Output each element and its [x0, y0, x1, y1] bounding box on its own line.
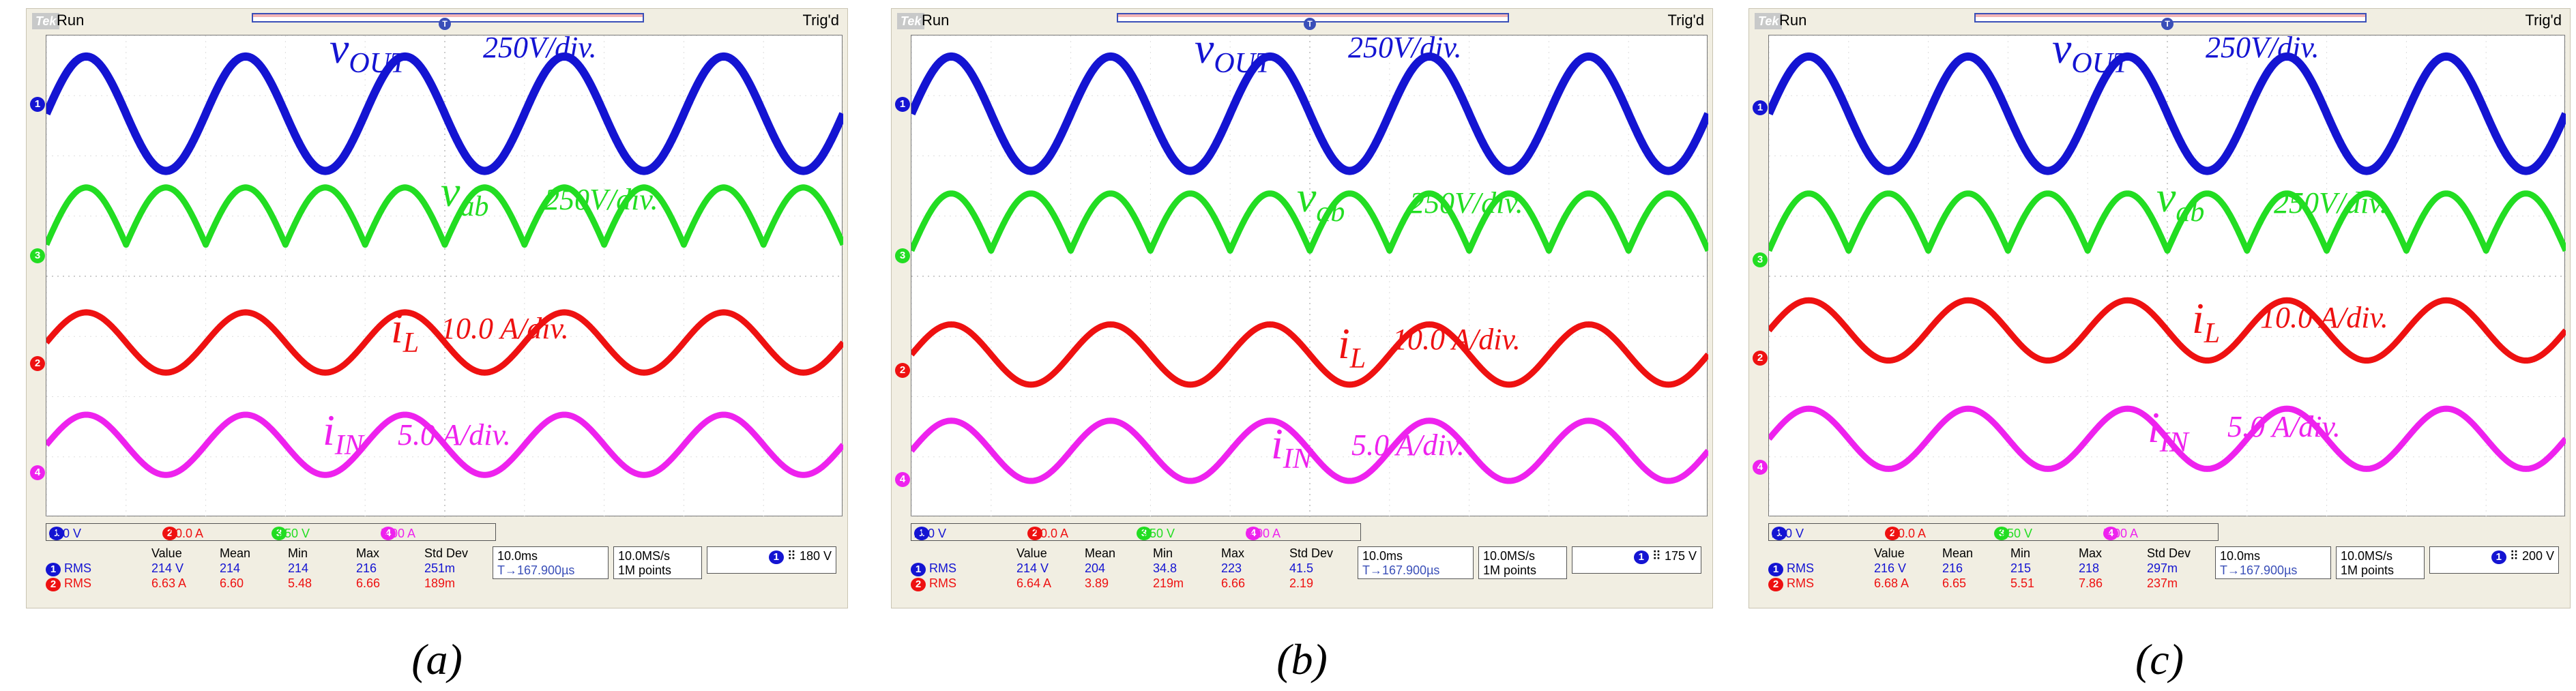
waveform-vout — [911, 52, 1708, 175]
trigger-position-icon: T — [497, 563, 505, 577]
scale-vout: 250V/div. — [2206, 31, 2319, 64]
trigger-position-icon: T — [2220, 563, 2227, 577]
trigger-position-icon: T — [1362, 563, 1370, 577]
scope-screenshot: Tek Run Trig'd T 1 3 2 4 vOUT 250V/div. … — [1748, 8, 2571, 608]
graticule: T 1 3 2 4 vOUT 250V/div. vab 250V/div. i… — [1753, 18, 2566, 517]
graticule: T 1 3 2 4 vOUT 250V/div. vab 250V/div. i… — [895, 18, 1708, 517]
waveform-il — [1769, 297, 2566, 364]
acquisition-box[interactable]: 10.0MS/s 1M points — [1478, 546, 1567, 579]
label-iin: iIN — [323, 406, 364, 461]
channel-2-marker: 2 — [1753, 351, 1768, 366]
status-bar: Tek Run Trig'd — [1749, 9, 2570, 35]
label-iin: iIN — [2148, 403, 2189, 458]
label-il: iL — [2192, 294, 2221, 349]
measurement-table: Value Mean Min Max Std Dev 1 RMS 214 V 2… — [46, 546, 482, 605]
label-iin: iIN — [1271, 420, 1312, 475]
waveform-plot — [46, 35, 843, 517]
rising-edge-icon: ⠿ — [1652, 549, 1661, 563]
measurement-table: Value Mean Min Max Std Dev 1 RMS 214 V 2… — [911, 546, 1347, 605]
run-state: Run — [1779, 12, 1807, 29]
label-il: iL — [1338, 319, 1366, 374]
scale-vab: 250V/div. — [1409, 186, 1523, 220]
trigger-state: Trig'd — [802, 12, 839, 29]
caption: (b) — [1276, 635, 1328, 683]
status-bar: Tek Run Trig'd — [27, 9, 847, 35]
scale-vab: 250V/div. — [2274, 186, 2388, 220]
waveform-iin — [911, 417, 1708, 484]
channel-settings-bar[interactable]: 1 250 V 2 ↓10.0 A 3 ↓250 V 4 5.00 A — [911, 523, 1361, 541]
label-il: iL — [391, 304, 420, 359]
timebase-box[interactable]: 10.0ms T→167.900µs — [1358, 546, 1474, 579]
scope-screenshot: Tek Run Trig'd T 1 3 2 4 vOUT 250V/div. … — [891, 8, 1713, 608]
trigger-position-marker: T — [2161, 18, 2174, 30]
trigger-state: Trig'd — [1667, 12, 1704, 29]
brand-logo: Tek — [897, 13, 925, 29]
label-vout: vOUT — [2052, 24, 2129, 79]
scope-panel-b: Tek Run Trig'd T 1 3 2 4 vOUT 250V/div. … — [891, 8, 1713, 683]
label-vout: vOUT — [1195, 24, 1272, 79]
label-vab: vab — [2156, 173, 2205, 228]
scale-il: 10.0 A/div. — [441, 312, 569, 345]
trigger-position-marker: T — [1304, 18, 1316, 30]
channel-4-marker: 4 — [895, 472, 910, 487]
channel-1-marker: 1 — [895, 97, 910, 112]
scale-iin: 5.0 A/div. — [2227, 410, 2341, 443]
waveform-plot — [911, 35, 1708, 517]
scale-vout: 250V/div. — [1348, 31, 1462, 64]
run-state: Run — [57, 12, 85, 29]
rising-edge-icon: ⠿ — [787, 549, 796, 563]
caption: (c) — [2135, 635, 2184, 683]
timebase-box[interactable]: 10.0ms T→167.900µs — [2215, 546, 2331, 579]
scope-panel-a: Tek Run Trig'd T 1 3 2 4 vOUT 250V/div. … — [26, 8, 848, 683]
channel-settings-bar[interactable]: 1 250 V 2 ↓10.0 A 3 ↓250 V 4 5.00 A — [1768, 523, 2219, 541]
timebase-box[interactable]: 10.0ms T→167.900µs — [493, 546, 609, 579]
channel-3-marker: 3 — [895, 248, 910, 263]
waveform-vout — [1769, 52, 2566, 175]
waveform-vab — [911, 190, 1708, 254]
trigger-box[interactable]: 1 ⠿ 180 V — [707, 546, 836, 574]
status-bar: Tek Run Trig'd — [892, 9, 1712, 35]
scale-iin: 5.0 A/div. — [398, 418, 511, 452]
trigger-box[interactable]: 1 ⠿ 200 V — [2429, 546, 2559, 574]
waveform-iin — [1769, 405, 2566, 472]
channel-2-marker: 2 — [30, 356, 45, 371]
label-vab: vab — [1297, 173, 1345, 228]
channel-2-marker: 2 — [895, 363, 910, 378]
channel-3-marker: 3 — [1753, 252, 1768, 267]
trigger-position-marker: T — [439, 18, 451, 30]
channel-3-marker: 3 — [30, 248, 45, 263]
scope-panel-c: Tek Run Trig'd T 1 3 2 4 vOUT 250V/div. … — [1748, 8, 2571, 683]
brand-logo: Tek — [32, 13, 60, 29]
channel-1-marker: 1 — [1753, 100, 1768, 115]
measurement-table: Value Mean Min Max Std Dev 1 RMS 216 V 2… — [1768, 546, 2205, 605]
brand-logo: Tek — [1755, 13, 1783, 29]
trigger-state: Trig'd — [2525, 12, 2562, 29]
channel-4-marker: 4 — [1753, 460, 1768, 475]
channel-4-marker: 4 — [30, 465, 45, 480]
waveform-il — [911, 321, 1708, 388]
channel-1-marker: 1 — [30, 97, 45, 112]
scale-il: 10.0 A/div. — [1392, 323, 1521, 356]
waveform-vab — [1769, 190, 2566, 254]
scale-vab: 250V/div. — [544, 183, 658, 216]
acquisition-box[interactable]: 10.0MS/s 1M points — [613, 546, 702, 579]
trigger-box[interactable]: 1 ⠿ 175 V — [1572, 546, 1701, 574]
waveform-iin — [46, 411, 843, 478]
acquisition-box[interactable]: 10.0MS/s 1M points — [2336, 546, 2425, 579]
scale-vout: 250V/div. — [483, 31, 597, 64]
scope-screenshot: Tek Run Trig'd T 1 3 2 4 vOUT 250V/div. … — [26, 8, 848, 608]
waveform-vab — [46, 184, 843, 248]
graticule: T 1 3 2 4 vOUT 250V/div. vab 250V/div. i… — [30, 18, 843, 517]
waveform-plot — [1769, 35, 2566, 517]
waveform-il — [46, 309, 843, 376]
run-state: Run — [922, 12, 950, 29]
rising-edge-icon: ⠿ — [2509, 549, 2519, 563]
waveform-vout — [46, 52, 843, 175]
label-vab: vab — [441, 167, 489, 222]
caption: (a) — [411, 635, 463, 683]
label-vout: vOUT — [330, 24, 407, 79]
scale-il: 10.0 A/div. — [2260, 301, 2388, 334]
channel-settings-bar[interactable]: 1 250 V 2 ↓10.0 A 3 ↓250 V 4 5.00 A — [46, 523, 496, 541]
scale-iin: 5.0 A/div. — [1351, 428, 1465, 462]
